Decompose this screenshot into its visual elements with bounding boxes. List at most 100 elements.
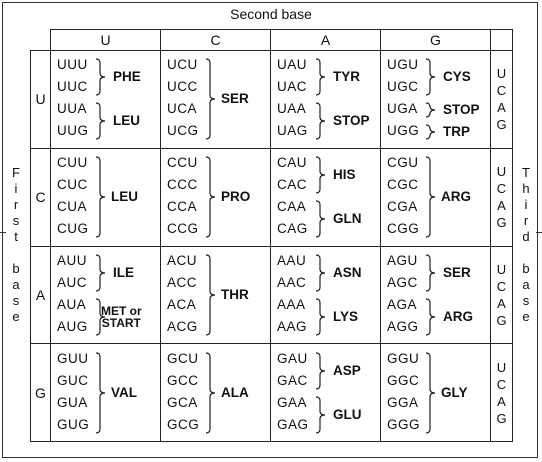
amino-brace [315, 298, 327, 336]
codon: CUC [57, 177, 88, 193]
third-base: G [496, 117, 507, 133]
third-base-letter: b [522, 261, 530, 276]
second-base-g: G [380, 29, 491, 51]
third-base-letter: s [522, 293, 530, 308]
brace-icon [315, 200, 326, 238]
amino-acid-label: VAL [111, 384, 137, 400]
codon-cell: CCU CCC CCA CCG PRO [160, 147, 271, 247]
amino-brace [425, 254, 437, 292]
cell-content: UCU UCC UCA UCG SER [161, 51, 270, 147]
codon: AGA [387, 296, 418, 312]
third-base: U [496, 66, 507, 82]
amino-acid-label: ASN [333, 264, 362, 280]
codon-cell: UUU UUC UUA UUG PHE LEU [50, 50, 161, 149]
codon: UGA [387, 101, 418, 117]
third-base-letter: e [522, 309, 530, 324]
codon-cell: AGU AGC AGA AGG SER ARG [380, 245, 491, 345]
first-base-g: G [30, 343, 51, 442]
amino-acid-label: PHE [113, 69, 141, 85]
amino-acid-label: HIS [333, 167, 356, 183]
codon: UCA [167, 101, 198, 117]
brace-icon [315, 58, 326, 96]
codon: UUC [57, 79, 88, 95]
codon-cell: CAU CAC CAA CAG HIS GLN [270, 147, 381, 247]
second-base-title: Second base [230, 6, 312, 22]
brace-icon [315, 156, 326, 194]
codon: GAG [277, 416, 309, 432]
amino-brace [425, 102, 437, 118]
codon: GCC [167, 372, 199, 388]
codon: CUA [57, 199, 88, 215]
codon: ACA [167, 296, 197, 312]
third-base: C [496, 83, 507, 99]
brace-icon [315, 102, 326, 140]
amino-acid-label: ILE [113, 264, 135, 280]
amino-brace [425, 124, 437, 140]
cell-content: UGU UGC UGA UGG CYS STOP TRP [381, 51, 490, 147]
amino-acid-label: ASP [333, 362, 361, 378]
codon-list: GCU GCC GCA GCG [167, 348, 207, 436]
cell-content: CUU CUC CUA CUG LEU [51, 149, 160, 245]
brace-icon [95, 352, 106, 434]
brace-icon [315, 352, 326, 390]
cell-content: UAU UAC UAA UAG TYR STOP [271, 51, 380, 147]
amino-acid-label: MET or START [101, 305, 142, 329]
amino-brace [425, 58, 437, 96]
corner-cell-right [490, 29, 513, 51]
amino-brace [95, 102, 107, 140]
third-base: A [497, 100, 506, 116]
cell-content: AGU AGC AGA AGG SER ARG [381, 247, 490, 343]
codon: UAU [277, 57, 308, 73]
third-base: G [496, 215, 507, 231]
amino-brace [315, 58, 327, 96]
amino-acid-label: LYS [333, 308, 359, 324]
codon: CAC [277, 177, 308, 193]
cell-content: GCU GCC GCA GCG ALA [161, 345, 270, 441]
amino-brace [315, 200, 327, 238]
left-tick [0, 232, 6, 233]
codon: GCG [167, 416, 200, 432]
codon-list: UAU UAC UAA UAG [277, 54, 317, 142]
codon: UCG [167, 123, 199, 139]
amino-acid-label: ALA [221, 384, 249, 400]
corner-cell [30, 29, 51, 51]
codon-cell: UAU UAC UAA UAG TYR STOP [270, 50, 381, 149]
codon: GCA [167, 394, 198, 410]
codon: CGU [387, 155, 419, 171]
cell-content: UUU UUC UUA UUG PHE LEU [51, 51, 160, 147]
first-base-u: U [30, 50, 51, 149]
codon: CGA [387, 199, 418, 215]
amino-acid-label: SER [443, 264, 471, 280]
codon-list: CUU CUC CUA CUG [57, 152, 97, 240]
codon: GAC [277, 372, 308, 388]
brace-icon [205, 254, 216, 336]
brace-icon [315, 254, 326, 292]
amino-acid-label: PRO [221, 189, 251, 205]
amino-brace [315, 352, 327, 390]
amino-acid-label: LEU [111, 189, 138, 205]
third-base-letter: T [522, 165, 530, 180]
figure-frame [2, 2, 538, 458]
brace-icon [315, 298, 326, 336]
codon-cell: GCU GCC GCA GCG ALA [160, 343, 271, 442]
codon: AUA [57, 296, 87, 312]
third-base-letter: i [524, 197, 528, 212]
codon-list: UGU UGC UGA UGG [387, 54, 427, 142]
codon: UAA [277, 101, 307, 117]
codon: ACC [167, 274, 198, 290]
codon: AUC [57, 274, 88, 290]
codon: AAG [277, 318, 308, 334]
codon: UUU [57, 57, 88, 73]
third-base: U [496, 359, 507, 375]
codon: GCU [167, 350, 199, 366]
codon: CUG [57, 221, 89, 237]
codon: AUG [57, 318, 88, 334]
codon-cell: AAU AAC AAA AAG ASN LYS [270, 245, 381, 345]
codon: GGG [387, 416, 421, 432]
codon-list: AGU AGC AGA AGG [387, 250, 427, 338]
codon: CCU [167, 155, 198, 171]
